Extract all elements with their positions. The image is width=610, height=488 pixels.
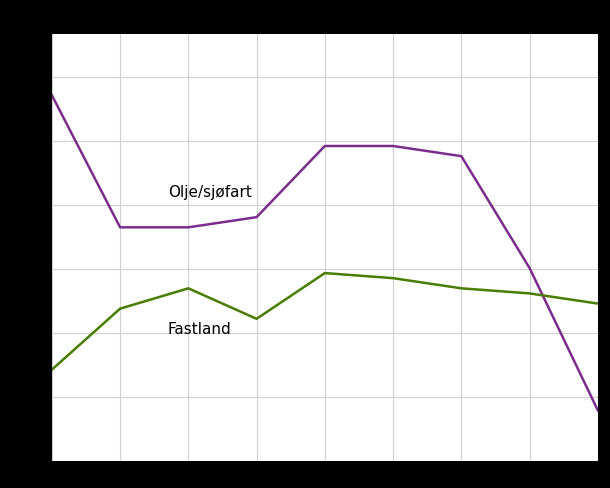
Text: Fastland: Fastland [168,322,232,337]
Text: Olje/sjøfart: Olje/sjøfart [168,185,252,200]
